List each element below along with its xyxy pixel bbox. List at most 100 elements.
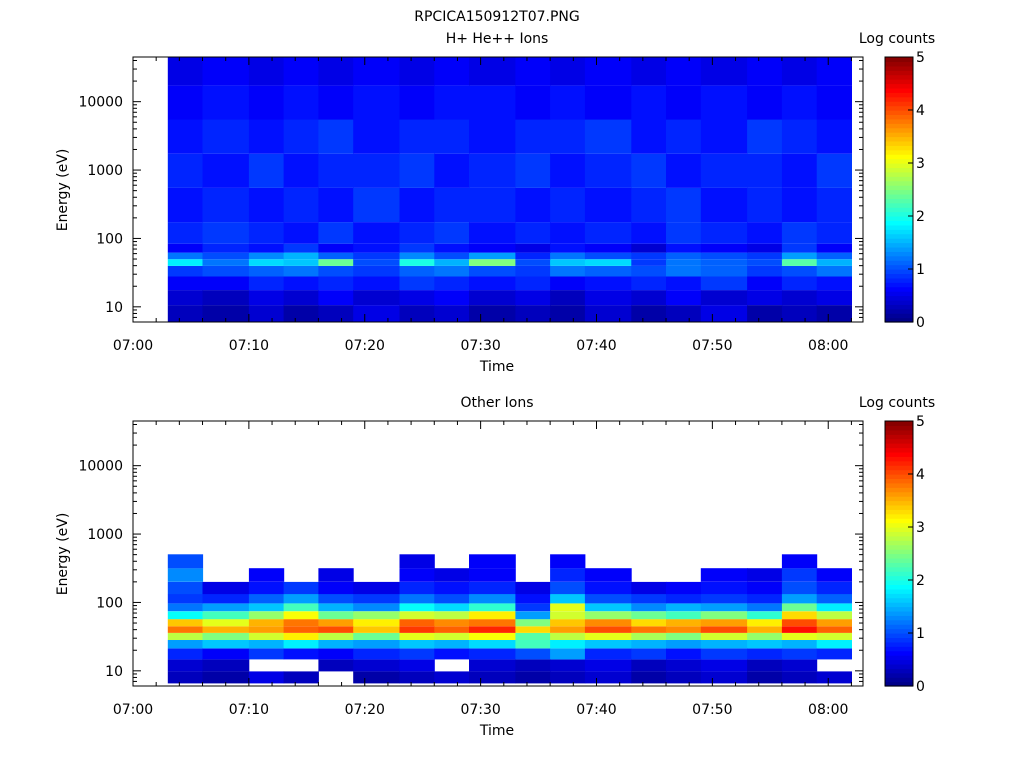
heatmap-cell	[469, 119, 516, 154]
heatmap-cell	[700, 581, 748, 595]
heatmap-cell	[399, 554, 435, 569]
x-tick-label: 07:40	[576, 338, 616, 354]
colorbar-swatch	[885, 92, 913, 98]
heatmap-cell	[399, 648, 435, 660]
x-tick-label: 07:30	[460, 338, 500, 354]
heatmap-cell	[434, 639, 470, 649]
heatmap-cell	[318, 119, 354, 154]
heatmap-cell	[747, 619, 783, 627]
colorbar-tick-label: 1	[916, 262, 925, 278]
colorbar-swatch	[885, 211, 913, 217]
colorbar-swatch	[885, 140, 913, 146]
colorbar-tick-label: 1	[916, 626, 925, 642]
colorbar-swatch	[885, 451, 913, 457]
heatmap-cell	[700, 153, 748, 188]
heatmap-cell	[353, 594, 400, 604]
colorbar-swatch	[885, 447, 913, 453]
heatmap-cell	[584, 648, 632, 660]
heatmap-cell	[666, 252, 702, 260]
colorbar-swatch	[885, 269, 913, 275]
heatmap-cell	[353, 259, 400, 266]
colorbar-label: Log counts	[859, 31, 935, 47]
colorbar-swatch	[885, 295, 913, 301]
heatmap-cell	[747, 633, 783, 640]
colorbar-swatch	[885, 238, 913, 244]
heatmap-cell	[781, 305, 818, 322]
heatmap-cell	[550, 57, 586, 86]
heatmap-cell	[202, 259, 250, 266]
heatmap-cell	[202, 633, 250, 640]
heatmap-cell	[469, 594, 516, 604]
heatmap-cell	[434, 648, 470, 660]
heatmap-cell	[515, 603, 551, 612]
heatmap-cell	[248, 259, 285, 266]
heatmap-cell	[666, 603, 702, 612]
heatmap-cell	[550, 276, 586, 291]
colorbar-swatch	[885, 180, 913, 186]
heatmap-cell	[550, 581, 586, 595]
heatmap-cell	[584, 603, 632, 612]
colorbar-frame	[884, 420, 914, 687]
heatmap-cell	[584, 671, 632, 684]
colorbar-tick-label: 5	[916, 50, 925, 66]
heatmap-cell	[399, 619, 435, 627]
heatmap-cell	[202, 243, 250, 253]
heatmap-cell	[248, 57, 285, 86]
colorbar-swatch	[885, 421, 913, 427]
heatmap-cell	[584, 187, 632, 223]
heatmap-cell	[631, 594, 667, 604]
colorbar-swatch	[885, 434, 913, 440]
colorbar-swatch	[885, 193, 913, 199]
heatmap-cell	[248, 581, 285, 595]
plot-frame	[132, 420, 864, 687]
colorbar-swatch	[885, 185, 913, 191]
heatmap-cell	[202, 581, 250, 595]
heatmap-cell	[550, 659, 586, 672]
colorbar-swatch	[885, 531, 913, 537]
heatmap-cell	[550, 222, 586, 244]
heatmap-cell	[353, 243, 400, 253]
heatmap-cell	[631, 276, 667, 291]
colorbar-swatch	[885, 465, 913, 471]
heatmap-cell	[515, 659, 551, 672]
heatmap-cell	[434, 633, 470, 640]
heatmap-cell	[816, 222, 852, 244]
heatmap-cell	[167, 57, 204, 86]
heatmap-cell	[434, 619, 470, 627]
colorbar-swatch	[885, 527, 913, 533]
heatmap-cell	[781, 276, 818, 291]
colorbar-tick-label: 5	[916, 414, 925, 430]
colorbar-swatch	[885, 308, 913, 314]
colorbar-swatch	[885, 251, 913, 257]
heatmap-cell	[283, 222, 319, 244]
heatmap-cell	[700, 57, 748, 86]
y-axis: 10 100 1000 10000	[78, 423, 863, 687]
heatmap-cell	[550, 594, 586, 604]
heatmap-cell	[816, 252, 852, 260]
heatmap-cell	[700, 648, 748, 660]
heatmap-cell	[399, 187, 435, 223]
colorbar-swatch	[885, 606, 913, 612]
heatmap-cell	[550, 85, 586, 120]
heatmap-cell	[202, 648, 250, 660]
heatmap-cell	[283, 648, 319, 660]
colorbar-swatch	[885, 672, 913, 678]
heatmap-cell	[700, 243, 748, 253]
colorbar-swatch	[885, 491, 913, 497]
heatmap-cell	[550, 290, 586, 306]
heatmap-cell	[434, 568, 470, 582]
heatmap-cell	[666, 85, 702, 120]
colorbar: 0 1 2 3 4 5	[884, 414, 925, 695]
heatmap-cell	[248, 243, 285, 253]
heatmap-cell	[666, 222, 702, 244]
heatmap-cell	[700, 265, 748, 277]
heatmap-cell	[248, 153, 285, 188]
heatmap-cell	[202, 57, 250, 86]
heatmap-cell	[353, 252, 400, 260]
heatmap-cell	[747, 648, 783, 660]
heatmap-cell	[434, 252, 470, 260]
heatmap-cell	[816, 85, 852, 120]
heatmap-cell	[631, 85, 667, 120]
heatmap-cell	[781, 259, 818, 266]
